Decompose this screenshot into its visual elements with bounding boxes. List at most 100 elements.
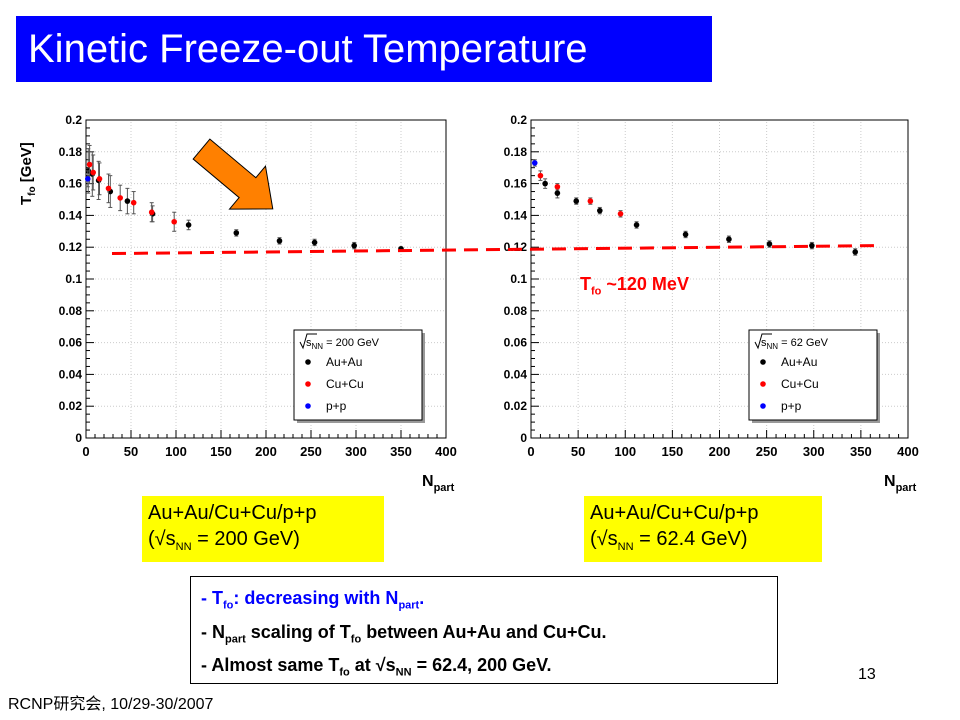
y-tick-label: 0.18 [59,145,83,159]
legend: sNN = 62 GeV Au+Au Cu+Cu p+p [748,329,880,423]
x-tick-label: 150 [662,444,684,459]
data-point-cucu [171,218,177,225]
slide-number: 13 [858,666,876,683]
y-tick-label: 0.18 [504,145,528,159]
legend-marker [305,359,311,365]
data-point-cucu [587,198,594,204]
data-point-cucu [130,199,137,206]
data-point-cucu [117,195,123,201]
y-tick-label: 0.04 [59,367,83,381]
y-tick-label: 0.12 [59,240,83,254]
x-tick-label: 250 [756,444,778,459]
x-tick-label: 50 [124,444,138,459]
caption-right-line2: (√sNN = 62.4 GeV) [590,528,748,553]
caption-left-line1: Au+Au/Cu+Cu/p+p [148,502,317,524]
tfo-annotation: Tfo ~120 MeV [580,274,689,298]
y-tick-label: 0.14 [504,208,528,222]
legend-box [748,329,878,421]
y-tick-label: 0.02 [504,399,528,413]
footer-text: RCNP研究会, 10/29-30/2007 [8,696,214,713]
y-tick-label: 0 [75,431,82,445]
y-tick-label: 0.08 [504,304,528,318]
legend-box [293,329,423,421]
legend-header-suffix: = 200 GeV [323,337,380,349]
note-line-3: - Almost same Tfo at √sNN = 62.4, 200 Ge… [201,655,552,679]
x-tick-label: 50 [571,444,585,459]
y-tick-label: 0.02 [59,399,83,413]
data-point-cucu [96,176,103,182]
x-tick-label: 250 [300,444,322,459]
data-point-pp [531,160,538,166]
data-point-auau [351,242,358,249]
legend-header-sub: NN [312,342,324,351]
data-point-auau [682,231,689,238]
legend-entry: Au+Au [781,355,817,369]
x-tick-label: 400 [435,444,457,459]
reference-dashed-line [111,244,879,256]
legend-header: sNN = 62 GeV [761,337,829,351]
legend-entry: Cu+Cu [781,377,819,391]
sqrt-symbol [754,333,772,350]
notes-box: - Tfo: decreasing with Npart. - Npart sc… [190,576,778,684]
legend-header-prefix: s [306,337,312,349]
y-axis-label-sub: fo [27,186,38,195]
chart-panel-2: 0 50 100 150 200 250 300 350 400 0 0.02 0.04 0.06 0.0… [504,113,919,494]
legend-marker [760,403,766,409]
legend-marker [760,359,766,365]
arrow-icon [192,138,274,210]
legend-entry: p+p [326,399,347,413]
y-tick-label: 0.06 [59,336,83,350]
arrow-shape [192,138,274,210]
legend-header-sub: NN [767,342,779,351]
x-axis-label: Npart [422,473,455,494]
data-point-cucu [148,209,155,216]
legend-marker [305,403,311,409]
x-tick-label: 300 [345,444,367,459]
legend-header: sNN = 200 GeV [306,337,380,351]
y-axis-label-unit: [GeV] [18,142,35,186]
data-point-pp [85,176,91,182]
y-tick-label: 0 [520,431,527,445]
x-tick-label: 400 [897,444,919,459]
caption-left-line2: (√sNN = 200 GeV) [148,528,300,553]
caption-right-line1: Au+Au/Cu+Cu/p+p [590,502,759,524]
data-point-cucu [537,172,544,179]
data-point-auau [573,198,580,204]
legend-header-prefix: s [761,337,767,349]
legend-entry: p+p [781,399,802,413]
data-point-auau [185,222,192,228]
x-tick-label: 100 [165,444,187,459]
caption-right: Au+Au/Cu+Cu/p+p (√sNN = 62.4 GeV) [584,496,822,562]
data-point-auau [124,198,131,204]
data-point-cucu [90,169,96,176]
legend-header-suffix: = 62 GeV [778,337,829,349]
x-tick-label: 300 [803,444,825,459]
data-point-auau [852,249,859,255]
note-line-1: - Tfo: decreasing with Npart. [201,588,425,612]
x-tick-label: 100 [614,444,636,459]
y-tick-label: 0.06 [504,336,528,350]
data-point-auau [554,190,561,196]
data-point-auau [276,238,283,244]
data-point-cucu [617,211,624,217]
y-tick-label: 0.04 [504,367,528,381]
x-tick-label: 200 [709,444,731,459]
x-axis-label-sub: part [434,482,455,494]
x-tick-label: 200 [255,444,277,459]
y-tick-label: 0.16 [504,177,528,191]
x-axis-label-sub: part [896,482,917,494]
y-tick-label: 0.08 [59,304,83,318]
legend-entry: Cu+Cu [326,377,364,391]
x-tick-label: 0 [527,444,534,459]
data-point-auau [542,180,548,187]
data-point-auau [809,242,815,249]
data-point-auau [633,222,640,228]
y-tick-label: 0.2 [65,113,82,127]
y-tick-label: 0.1 [65,272,82,286]
data-point-cucu [86,161,93,168]
slide-title: Kinetic Freeze-out Temperature [16,16,712,82]
legend-marker [305,381,311,387]
data-point-auau [726,236,732,243]
x-axis-label: Npart [884,473,917,494]
